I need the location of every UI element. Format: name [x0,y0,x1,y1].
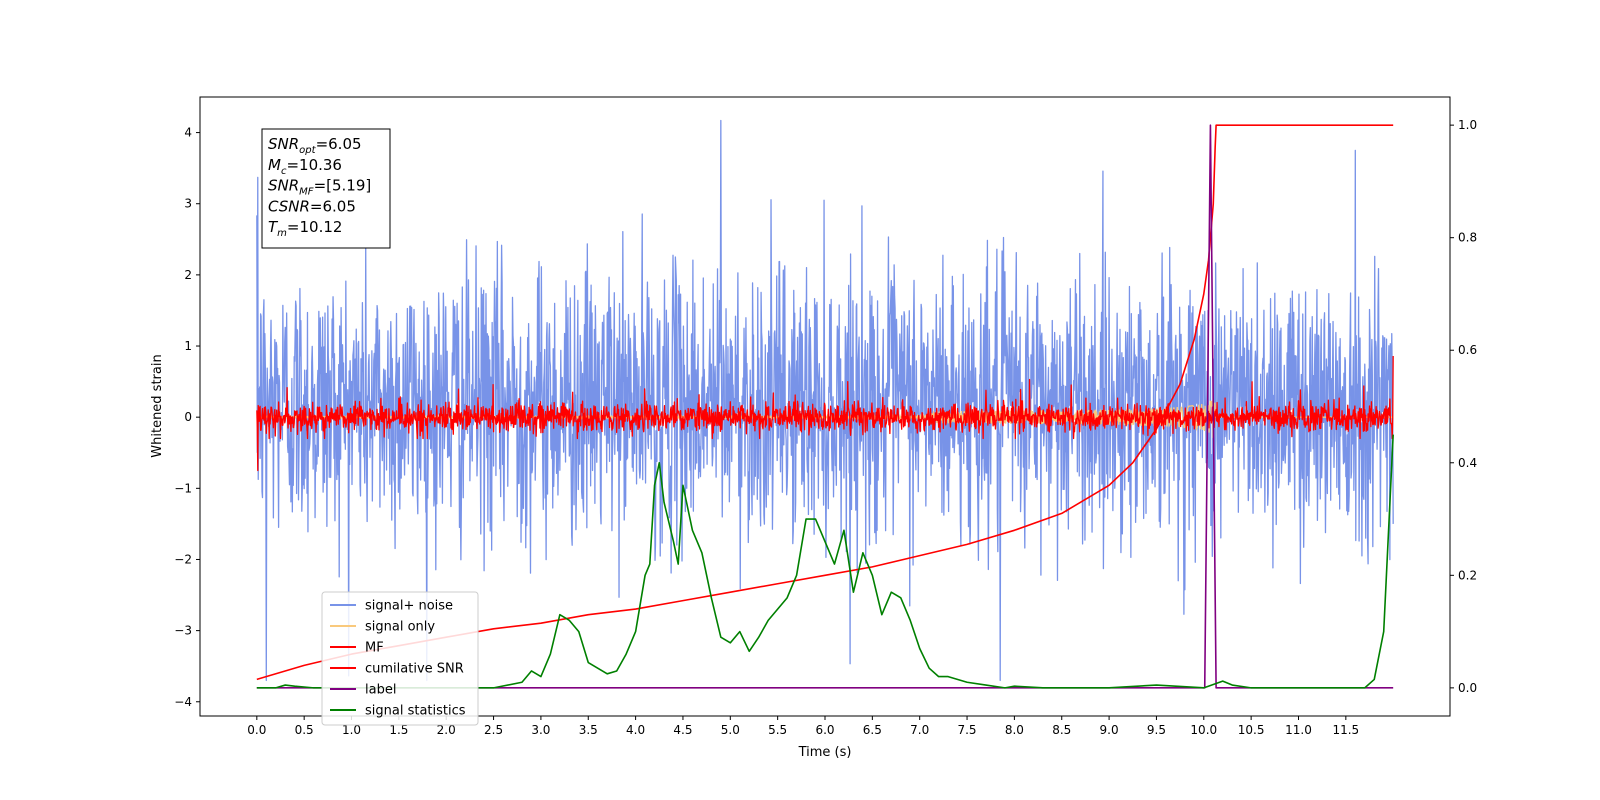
y-tick-label: 2 [184,268,192,282]
annotation-symbol: SNR [268,135,299,153]
right-y-tick-label: 1.0 [1458,118,1477,132]
x-tick-label: 3.5 [579,723,598,737]
y-tick-label: 3 [184,197,192,211]
right-y-tick-label: 0.0 [1458,681,1477,695]
x-tick-label: 10.0 [1190,723,1217,737]
x-tick-label: 2.5 [484,723,503,737]
y-tick-label: 0 [184,410,192,424]
x-tick-label: 4.5 [673,723,692,737]
right-y-tick-label: 0.6 [1458,343,1477,357]
x-tick-label: 6.5 [863,723,882,737]
snr-annotation-box: SNRopt=6.05Mc=10.36SNRMF=[5.19]CSNR=6.05… [261,128,391,249]
x-tick-label: 8.5 [1052,723,1071,737]
series-0-line [256,119,1394,682]
annotation-value: =10.36 [286,156,342,174]
annotation-symbol: SNR [268,177,299,195]
legend-entry-label: label [365,683,396,698]
series-2-line [256,355,1394,472]
annotation-frame [261,128,391,249]
annotation-line: CSNR=6.05 [268,197,356,215]
x-tick-label: 1.5 [389,723,408,737]
annotation-subscript: opt [299,145,316,156]
x-tick-label: 2.0 [437,723,456,737]
x-tick-label: 5.0 [721,723,740,737]
y-tick-label: −1 [174,481,192,495]
x-tick-label: 9.5 [1147,723,1166,737]
x-tick-label: 10.5 [1238,723,1265,737]
annotation-symbol: T [268,218,279,236]
x-tick-label: 4.0 [626,723,645,737]
legend-entry-label: signal+ noise [365,599,453,614]
x-tick-label: 7.0 [910,723,929,737]
x-tick-label: 8.0 [1005,723,1024,737]
series-5-line [256,434,1394,689]
axes-layer: 0.0 0.5 1.0 1.5 2.0 2.5 3.0 3.5 4.0 4.5 5.0 5.5 6.0 6… [174,118,1477,737]
annotation-line: SNRopt=6.05 [268,135,362,156]
legend: signal+ noise signal only MF cumilative SNR… [321,591,479,726]
annotation-value: =10.12 [287,218,343,236]
y-tick-label: 4 [184,126,192,140]
x-tick-label: 9.0 [1100,723,1119,737]
annotation-value: =6.05 [310,197,356,215]
right-y-tick-label: 0.2 [1458,568,1477,582]
legend-entry-label: cumilative SNR [365,662,464,677]
annotation-subscript: MF [299,187,314,198]
x-tick-label: 1.0 [342,723,361,737]
x-tick-label: 11.0 [1285,723,1312,737]
x-tick-label: 3.0 [531,723,550,737]
x-tick-label: 6.0 [815,723,834,737]
y-axis-label: Whitened strain [150,354,165,457]
x-tick-label: 0.0 [247,723,266,737]
annotation-subscript: m [277,228,287,239]
right-y-tick-label: 0.8 [1458,231,1477,245]
y-tick-label: −2 [174,552,192,566]
legend-entry-label: signal statistics [365,704,466,719]
annotation-line: Mc=10.36 [268,156,342,177]
legend-frame [321,591,479,726]
legend-entry-label: MF [365,641,384,656]
y-tick-label: −3 [174,624,192,638]
annotation-value: =6.05 [316,135,362,153]
x-tick-label: 11.5 [1332,723,1359,737]
annotation-symbol: M [268,156,281,174]
x-tick-label: 5.5 [768,723,787,737]
x-tick-label: 7.5 [957,723,976,737]
annotation-line: Tm=10.12 [268,218,342,239]
x-tick-label: 0.5 [295,723,314,737]
annotation-value: =[5.19] [314,177,372,195]
y-tick-label: 1 [184,339,192,353]
annotation-symbol: CSNR [268,197,310,215]
x-axis-label: Time (s) [798,745,852,760]
right-y-tick-label: 0.4 [1458,456,1477,470]
annotation-line: SNRMF=[5.19] [268,177,371,198]
y-tick-label: −4 [174,695,192,709]
annotation-subscript: c [281,166,287,177]
legend-entry-label: signal only [365,620,435,635]
